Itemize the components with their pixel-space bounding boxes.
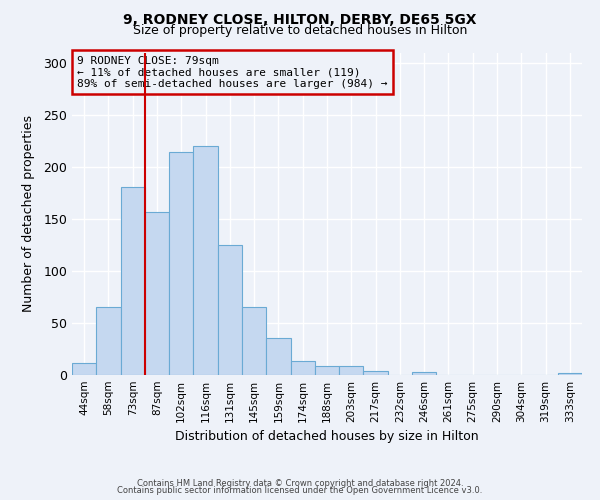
Text: 9, RODNEY CLOSE, HILTON, DERBY, DE65 5GX: 9, RODNEY CLOSE, HILTON, DERBY, DE65 5GX — [123, 12, 477, 26]
Bar — [558, 373, 582, 375]
Bar — [412, 372, 436, 375]
Bar — [218, 245, 242, 375]
Bar — [290, 362, 315, 375]
Bar — [242, 308, 266, 375]
Text: Size of property relative to detached houses in Hilton: Size of property relative to detached ho… — [133, 24, 467, 37]
Bar — [145, 212, 169, 375]
Bar — [339, 366, 364, 375]
Bar — [315, 366, 339, 375]
Text: Contains HM Land Registry data © Crown copyright and database right 2024.: Contains HM Land Registry data © Crown c… — [137, 478, 463, 488]
Text: 9 RODNEY CLOSE: 79sqm
← 11% of detached houses are smaller (119)
89% of semi-det: 9 RODNEY CLOSE: 79sqm ← 11% of detached … — [77, 56, 388, 89]
Bar — [96, 308, 121, 375]
Text: Contains public sector information licensed under the Open Government Licence v3: Contains public sector information licen… — [118, 486, 482, 495]
Bar — [266, 338, 290, 375]
Y-axis label: Number of detached properties: Number of detached properties — [22, 116, 35, 312]
Bar — [121, 186, 145, 375]
Bar — [193, 146, 218, 375]
Bar — [72, 362, 96, 375]
Bar — [169, 152, 193, 375]
Bar — [364, 371, 388, 375]
X-axis label: Distribution of detached houses by size in Hilton: Distribution of detached houses by size … — [175, 430, 479, 444]
